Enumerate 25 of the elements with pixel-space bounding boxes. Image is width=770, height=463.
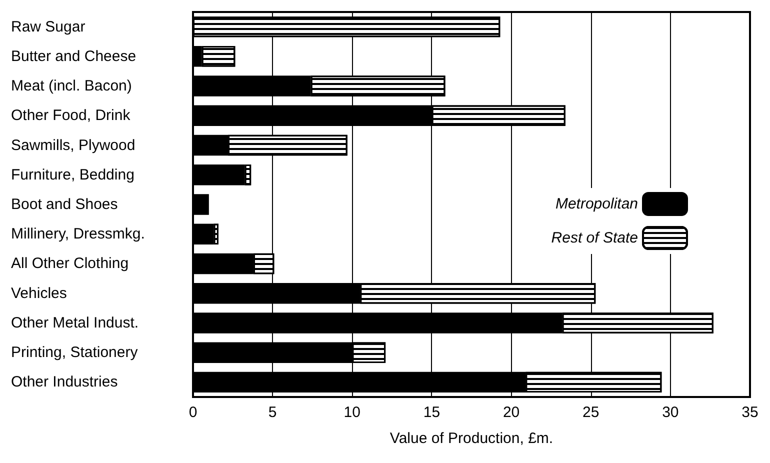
x-tick-label: 20: [502, 404, 520, 421]
x-tick-label: 10: [344, 404, 360, 421]
y-tick-label: Millinery, Dressmkg.: [11, 226, 145, 243]
x-tick-label: 5: [268, 404, 277, 421]
y-tick-label: All Other Clothing: [11, 255, 129, 272]
y-tick-label: Other Food, Drink: [11, 107, 131, 124]
y-tick-label: Meat (incl. Bacon): [11, 78, 132, 95]
y-tick-label: Other Metal Indust.: [11, 314, 139, 332]
x-axis-title: Value of Production, £m.: [390, 430, 554, 447]
x-tick-label: 25: [582, 404, 600, 421]
y-tick-label: Printing, Stationery: [11, 344, 138, 362]
x-tick-label: 35: [742, 404, 758, 421]
x-tick-label: 15: [423, 404, 440, 421]
bar: [193, 194, 209, 215]
y-tick-label: Butter and Cheese: [11, 48, 136, 65]
x-tick-label: 30: [662, 404, 679, 421]
y-tick-label: Furniture, Bedding: [11, 166, 134, 184]
y-tick-label: Other Industries: [11, 374, 118, 391]
y-tick-label: Sawmills, Plywood: [11, 136, 136, 154]
legend-label: Rest of State: [551, 230, 638, 246]
y-tick-label: Boot and Shoes: [11, 196, 118, 213]
x-tick-label: 0: [188, 404, 198, 421]
y-tick-label: Vehicles: [11, 284, 67, 302]
y-tick-label: Raw Sugar: [11, 18, 86, 36]
legend-label: Metropolitan: [555, 196, 638, 212]
